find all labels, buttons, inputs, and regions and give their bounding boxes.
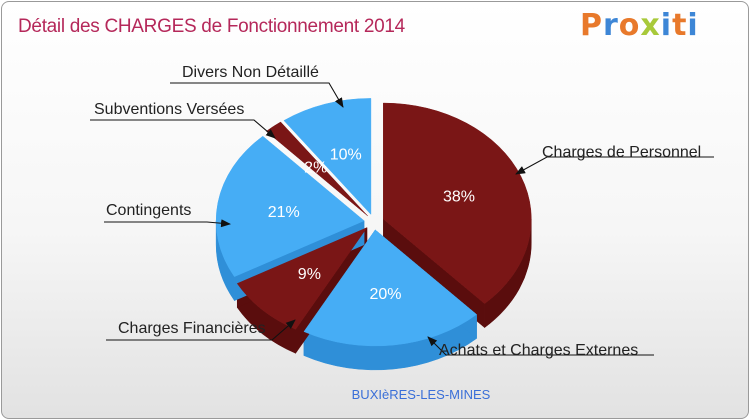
slice-percent-label: 21% xyxy=(268,204,300,221)
logo-letter: i xyxy=(687,8,699,43)
logo-letter: t xyxy=(672,8,688,43)
logo-letter: x xyxy=(640,8,661,43)
chart-subtitle: BUXIèRES-LES-MINES xyxy=(352,387,491,402)
slice-name-label: Charges Financières xyxy=(118,320,266,337)
slice-percent-label: 20% xyxy=(369,286,401,303)
slice-percent-label: 9% xyxy=(298,266,321,283)
proxiti-logo[interactable]: Proxiti xyxy=(580,8,699,43)
logo-letter: P xyxy=(580,8,603,43)
slice-name-label: Divers Non Détaillé xyxy=(182,64,319,81)
slice-name-label: Contingents xyxy=(106,202,191,219)
logo-letter: i xyxy=(660,8,673,43)
leader-line xyxy=(90,119,276,139)
leader-line xyxy=(515,156,714,175)
logo-letter: r xyxy=(603,8,619,43)
pie-slice[interactable] xyxy=(283,98,372,216)
slice-name-label: Subventions Versées xyxy=(94,101,244,118)
pie-slice[interactable] xyxy=(303,229,477,347)
leader-line xyxy=(170,82,344,108)
logo-letter: o xyxy=(618,8,641,43)
slice-name-label: Achats et Charges Externes xyxy=(439,342,638,359)
slice-name-label: Charges de Personnel xyxy=(542,144,701,161)
pie-slice[interactable] xyxy=(383,102,532,304)
leader-line xyxy=(104,219,231,228)
leader-line xyxy=(427,336,654,356)
leader-line xyxy=(106,319,296,341)
slice-percent-label: 38% xyxy=(443,189,475,206)
chart-title: Détail des CHARGES de Fonctionnement 201… xyxy=(18,16,405,37)
slice-percent-label: 10% xyxy=(330,147,362,164)
pie-slice[interactable] xyxy=(215,135,365,277)
slice-percent-label: 2% xyxy=(304,160,327,177)
